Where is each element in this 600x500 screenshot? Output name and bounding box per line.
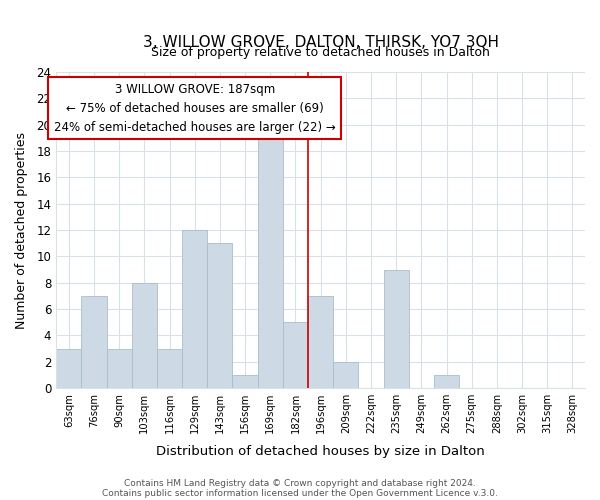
Bar [82,296,107,388]
Bar [182,230,207,388]
Bar [333,362,358,388]
Bar [56,348,82,388]
Bar [257,124,283,388]
Bar [157,348,182,388]
X-axis label: Distribution of detached houses by size in Dalton: Distribution of detached houses by size … [156,444,485,458]
Bar [283,322,308,388]
Bar [232,375,257,388]
Title: 3, WILLOW GROVE, DALTON, THIRSK, YO7 3QH: 3, WILLOW GROVE, DALTON, THIRSK, YO7 3QH [143,35,499,50]
Bar [132,283,157,388]
Bar [107,348,132,388]
Y-axis label: Number of detached properties: Number of detached properties [15,132,28,328]
Bar [207,243,232,388]
Bar [383,270,409,388]
Text: Size of property relative to detached houses in Dalton: Size of property relative to detached ho… [151,46,490,60]
Bar [308,296,333,388]
Bar [434,375,459,388]
Text: Contains public sector information licensed under the Open Government Licence v.: Contains public sector information licen… [102,488,498,498]
Text: 3 WILLOW GROVE: 187sqm
← 75% of detached houses are smaller (69)
24% of semi-det: 3 WILLOW GROVE: 187sqm ← 75% of detached… [54,82,335,134]
Text: Contains HM Land Registry data © Crown copyright and database right 2024.: Contains HM Land Registry data © Crown c… [124,478,476,488]
